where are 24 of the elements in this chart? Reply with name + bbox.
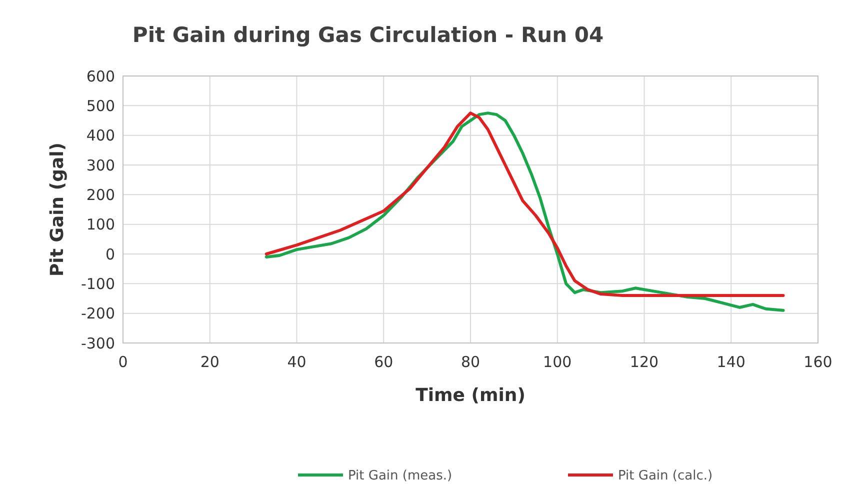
x-tick-label: 100 — [543, 353, 572, 371]
x-tick-label: 0 — [118, 353, 128, 371]
x-tick-label: 60 — [374, 353, 394, 371]
y-tick-label: -200 — [80, 304, 115, 323]
x-tick-label: 80 — [460, 353, 480, 371]
y-tick-label: -100 — [80, 274, 115, 293]
chart-title: Pit Gain during Gas Circulation - Run 04 — [132, 23, 604, 47]
y-tick-label: 200 — [86, 186, 115, 204]
x-tick-label: 120 — [630, 353, 659, 371]
legend-label: Pit Gain (calc.) — [618, 468, 713, 484]
y-axis-title: Pit Gain (gal) — [47, 142, 68, 277]
x-axis-title: Time (min) — [416, 385, 526, 406]
y-tick-label: 400 — [86, 126, 115, 145]
legend-label: Pit Gain (meas.) — [348, 468, 452, 484]
y-tick-label: 100 — [86, 216, 115, 234]
x-tick-label: 160 — [804, 353, 832, 371]
x-tick-label: 140 — [716, 353, 746, 371]
y-tick-label: -300 — [80, 334, 115, 352]
x-tick-label: 40 — [287, 353, 306, 371]
x-tick-label: 20 — [200, 353, 220, 371]
y-tick-label: 0 — [105, 245, 115, 264]
y-tick-label: 500 — [86, 96, 115, 115]
y-tick-label: 600 — [86, 67, 115, 86]
y-tick-label: 300 — [86, 156, 115, 174]
